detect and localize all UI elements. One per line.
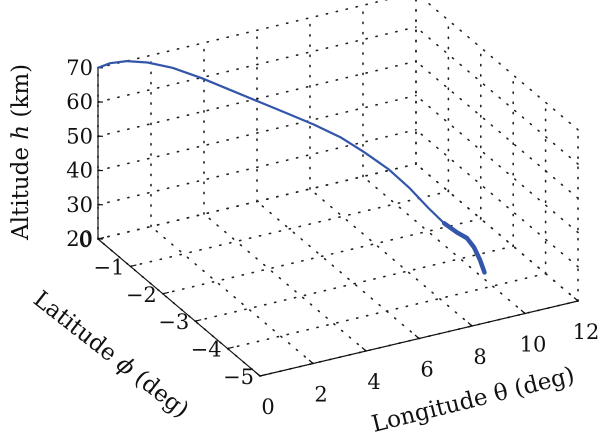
z-tick-label: 50 [66, 124, 93, 148]
z-tick-label: 20 [66, 227, 93, 251]
x-tick-mark [255, 372, 261, 377]
gridline-floor-y [162, 218, 482, 295]
gridline-floor-x [309, 188, 473, 327]
y-tick-label: −1 [93, 255, 124, 279]
y-tick-label: −3 [158, 310, 189, 334]
gridline-floor-x [415, 163, 579, 302]
x-tick-label: 0 [261, 395, 274, 419]
z-tick-label: 60 [66, 90, 93, 114]
grid-layer [97, 0, 579, 377]
y-tick-mark [227, 346, 234, 350]
gridline-floor-x [150, 225, 314, 365]
x-tick-label: 2 [314, 383, 327, 407]
gridline-side-wall-z [415, 60, 579, 200]
y-tick-label: −2 [126, 283, 157, 307]
gridline-floor-x [362, 175, 526, 315]
y-axis-line [97, 238, 261, 377]
x-tick-label: 4 [367, 370, 380, 394]
gridline-back-wall-z [97, 94, 417, 172]
x-axis-label: Longitude θ (deg) [369, 362, 577, 438]
x-tick-mark [467, 322, 473, 327]
x-tick-mark [573, 297, 579, 302]
gridline-floor-y [194, 245, 515, 323]
gridline-side-wall-z [415, 94, 579, 234]
gridline-side-wall-z [423, 0, 579, 131]
y-tick-mark [259, 373, 267, 377]
x-tick-label: 6 [420, 358, 433, 382]
x-tick-label: 8 [473, 345, 486, 369]
gridline-back-wall-z [97, 26, 417, 103]
gridline-floor-x [203, 213, 367, 352]
trajectory-tail [441, 221, 487, 275]
z-tick-label: 70 [66, 56, 93, 80]
z-tick-label: 40 [66, 159, 93, 183]
gridline-back-wall-z [97, 60, 417, 138]
x-tick-mark [520, 309, 526, 314]
y-axis-label: Latitude ϕ (deg) [28, 286, 193, 423]
y-tick-mark [130, 264, 137, 267]
x-tick-mark [414, 334, 420, 339]
trajectory-line [96, 60, 486, 274]
gridline-floor-y [226, 272, 547, 350]
gridline-back-wall-z [97, 128, 417, 206]
gridline-floor-x [256, 200, 420, 340]
y-tick-mark [162, 291, 169, 295]
y-tick-mark [97, 236, 105, 240]
x-tick-mark [308, 359, 314, 364]
trace-layer [96, 60, 487, 275]
z-axis-label: Altitude h (km) [8, 64, 34, 241]
axis-layer [97, 67, 579, 377]
y-tick-label: 0 [79, 228, 92, 252]
gridline-floor-y [129, 190, 450, 268]
gridline-floor-y [97, 163, 417, 240]
x-tick-label: 10 [520, 333, 547, 357]
z-tick-label: 30 [66, 193, 93, 217]
y-tick-label: −5 [223, 365, 254, 389]
gridline-side-wall-z [415, 128, 579, 268]
y-tick-mark [195, 319, 202, 322]
y-tick-label: −4 [191, 338, 222, 362]
x-tick-mark [361, 347, 367, 352]
x-tick-label: 12 [573, 320, 600, 344]
gridline-back-wall-z [97, 0, 389, 69]
gridline-side-wall-z [415, 26, 579, 165]
